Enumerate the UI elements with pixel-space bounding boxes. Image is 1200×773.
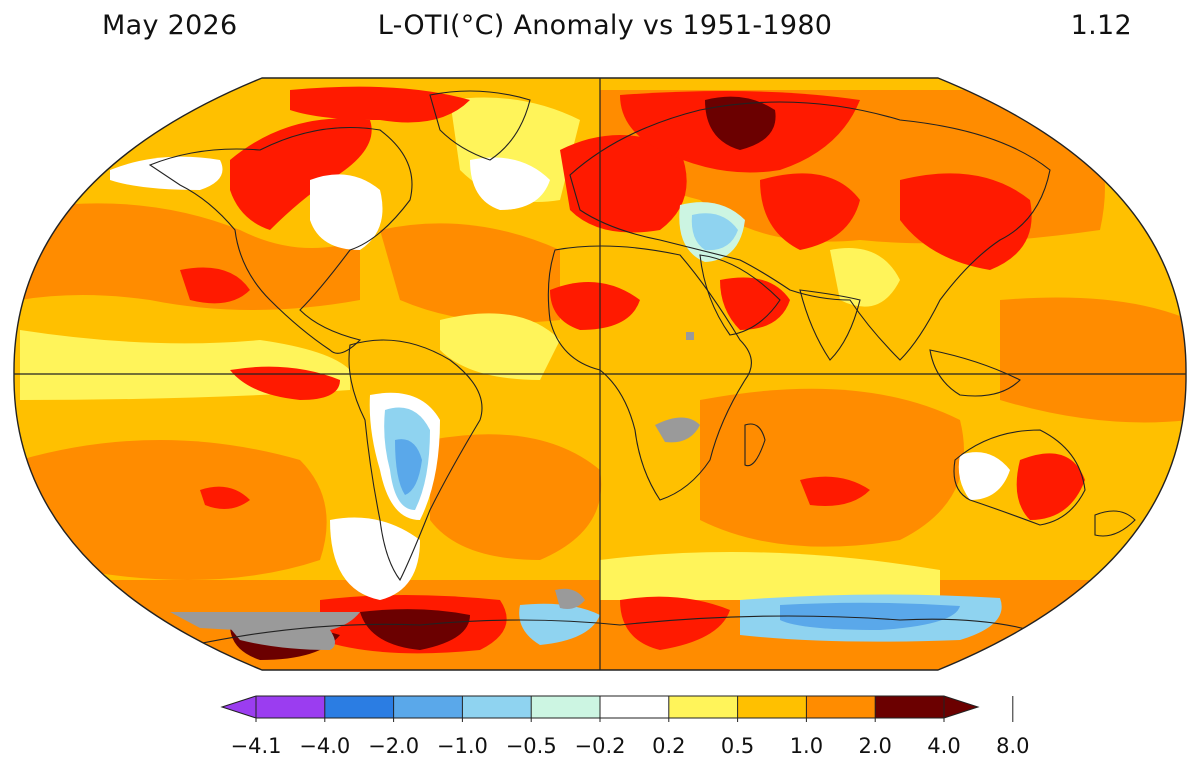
extreme-hotspot-antarctica xyxy=(360,609,470,650)
neutral-area-north-atlantic xyxy=(470,157,550,210)
map-title: L-OTI(°C) Anomaly vs 1951-1980 xyxy=(377,10,833,41)
neutral-area-australia-west xyxy=(958,452,1010,500)
hotspot-north-atlantic xyxy=(290,86,470,123)
hotspot-east-pacific xyxy=(230,366,340,400)
coastline-southeast-asia xyxy=(929,349,1021,397)
colorbar-bin xyxy=(462,696,532,718)
hotspot-north-pacific xyxy=(180,267,250,304)
hotspot-antarctic-indian xyxy=(620,596,730,650)
coastline-north-america xyxy=(148,126,413,354)
hotspot-europe xyxy=(560,135,687,233)
cool-area-east-antarctica-core xyxy=(780,602,960,630)
coastlines xyxy=(148,90,1136,651)
colorbar-bin xyxy=(324,696,394,718)
anomaly-band-tibet xyxy=(830,248,900,307)
colorbar-tick-labels: −4.1 −4.0 −2.0 −1.0 −0.5 −0.2 0.2 0.5 1.0 2.0 4.0 8… xyxy=(0,734,1200,764)
globe-outline xyxy=(13,77,1187,671)
colorbar-tick-label: 0.2 xyxy=(652,734,686,758)
colorbar-tick-label: −4.0 xyxy=(299,734,351,758)
cool-area-central-asia xyxy=(691,213,738,251)
hotspot-indian-ocean xyxy=(800,476,870,506)
coastline-greenland xyxy=(429,90,531,161)
coastline-arabia xyxy=(699,254,781,336)
coastline-new-zealand xyxy=(1094,510,1136,537)
missing-data-ethiopia xyxy=(686,332,694,340)
colorbar-bin xyxy=(875,696,978,718)
anomaly-band-south-atlantic xyxy=(430,434,602,560)
colorbar-tick-label: −4.1 xyxy=(230,734,282,758)
hotspot-southeast-pacific xyxy=(200,486,250,509)
anomaly-band-tropical-atlantic xyxy=(440,313,560,380)
colorbar-tick-label: 1.0 xyxy=(789,734,824,758)
colorbar-tick-label: −1.0 xyxy=(436,734,488,758)
colorbar-tick-label: 8.0 xyxy=(996,734,1030,758)
coastline-eurasia xyxy=(569,101,1051,361)
colorbar-tick-label: −0.5 xyxy=(505,734,557,758)
colorbar-bin xyxy=(737,696,807,718)
anomaly-band-north-atlantic xyxy=(380,223,560,323)
neutral-area-south-pacific xyxy=(330,517,420,600)
colorbar-bin xyxy=(806,696,876,718)
missing-data-south-georgia xyxy=(555,588,585,609)
anomaly-band-south-pacific xyxy=(20,440,327,580)
extreme-hotspot-siberia xyxy=(705,96,776,150)
hotspot-australia xyxy=(1016,453,1085,520)
hotspot-sahara xyxy=(550,282,640,330)
colorbar-bin xyxy=(393,696,463,718)
global-mean-value: 1.12 xyxy=(1070,10,1132,41)
coastline-africa xyxy=(547,245,752,501)
hotspot-central-asia xyxy=(760,173,860,250)
colorbar-bin xyxy=(600,696,669,718)
colorbar-tick-label: −0.2 xyxy=(574,734,626,758)
map-date-label: May 2026 xyxy=(102,10,238,41)
coastline-antarctica xyxy=(169,615,1061,651)
coastline-madagascar xyxy=(744,423,766,467)
neutral-area-alaska xyxy=(110,156,223,190)
missing-data-west-antarctica xyxy=(170,612,360,631)
colorbar-tick-label: 0.5 xyxy=(720,734,755,758)
colorbar-tick-label: 2.0 xyxy=(858,734,892,758)
anomaly-field xyxy=(13,78,1187,670)
hotspot-east-asia xyxy=(900,173,1032,270)
coastline-india xyxy=(799,289,861,361)
anomaly-band-tropical-pacific xyxy=(1000,297,1187,423)
colorbar xyxy=(220,695,1014,722)
coastline-australia xyxy=(953,429,1086,526)
colorbar-bin xyxy=(222,696,325,718)
anomaly-band-southern-indian xyxy=(600,552,940,600)
colorbar-bin xyxy=(531,696,600,718)
colorbar-tick-label: 4.0 xyxy=(927,734,961,758)
hotspot-canada xyxy=(230,118,372,230)
anomaly-band-indian-ocean xyxy=(700,388,964,547)
cool-area-antarctic-atlantic xyxy=(519,603,600,645)
colorbar-bin xyxy=(668,696,738,718)
cool-area-south-america-core xyxy=(395,439,422,495)
neutral-area-hudson xyxy=(310,174,383,250)
anomaly-band-north-pacific xyxy=(20,203,360,310)
missing-data-angola xyxy=(655,417,700,443)
hotspot-arabia xyxy=(720,277,790,330)
colorbar-tick-label: −2.0 xyxy=(368,734,420,758)
coastline-south-america xyxy=(348,339,483,582)
